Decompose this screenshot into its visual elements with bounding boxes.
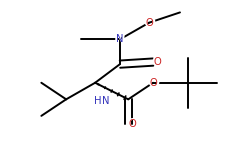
- Text: O: O: [151, 55, 163, 69]
- Text: H: H: [94, 96, 101, 106]
- Text: O: O: [153, 57, 161, 67]
- Text: N: N: [102, 94, 114, 108]
- Text: N: N: [102, 96, 110, 106]
- Text: N: N: [116, 34, 124, 44]
- Text: O: O: [149, 78, 157, 88]
- Text: O: O: [143, 16, 155, 30]
- Text: H: H: [90, 94, 101, 108]
- Text: O: O: [129, 119, 136, 129]
- Text: N: N: [114, 32, 126, 46]
- Text: O: O: [147, 76, 159, 90]
- Text: O: O: [145, 18, 153, 28]
- Text: O: O: [126, 117, 138, 131]
